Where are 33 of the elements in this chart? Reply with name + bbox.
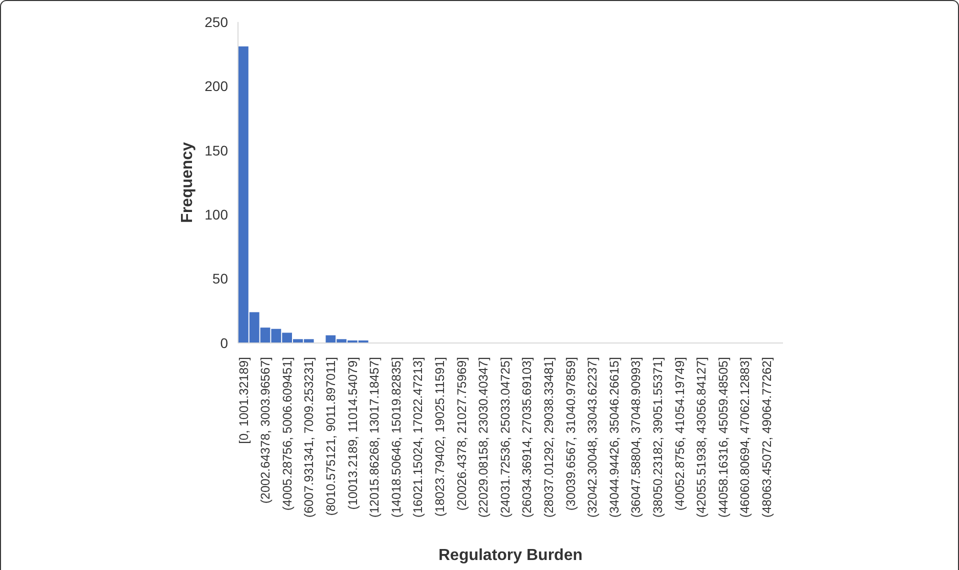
- x-tick-label: (38050.23182, 39051.55371]: [651, 357, 666, 518]
- y-tick-label: 250: [204, 14, 228, 30]
- x-tick-label: (30039.6567, 31040.97859]: [564, 357, 578, 511]
- y-tick-label: 50: [212, 270, 228, 287]
- x-tick-label: (34044.94426, 35046.26615]: [607, 357, 622, 518]
- x-tick-label: (48063.45072, 49064.77262]: [760, 357, 774, 518]
- x-tick-label: (36047.58804, 37048.90993]: [629, 357, 644, 518]
- x-tick-label: (26034.36914, 27035.69103]: [520, 357, 534, 518]
- x-tick-label: (18023.79402, 19025.11591]: [433, 357, 448, 517]
- x-tick-label: [0, 1001.32189]: [236, 357, 251, 444]
- x-tick-label: (28037.01292, 29038.33481]: [542, 357, 556, 518]
- x-tick-label: (14018.50646, 15019.82835]: [389, 357, 404, 518]
- x-tick-label: (46060.80694, 47062.12883]: [738, 357, 752, 518]
- x-tick-label: (10013.2189, 11014.54079]: [346, 357, 360, 510]
- x-tick-label: (2002.64378, 3003.96567]: [258, 357, 273, 504]
- x-tick-label: (40052.8756, 41054.19749]: [672, 357, 687, 511]
- x-tick-label: (12015.86268, 13017.18457]: [368, 357, 382, 518]
- y-tick-label: 0: [220, 334, 228, 351]
- x-tick-label: (24031.72536, 25033.04725]: [498, 357, 512, 518]
- y-tick-label: 100: [204, 206, 228, 222]
- x-tick-label: (20026.4378, 21027.75969]: [454, 357, 469, 511]
- y-tick-label: 200: [204, 78, 228, 94]
- x-tick-label: (22029.08158, 23030.40347]: [476, 357, 491, 518]
- y-axis-title: Frequency: [179, 142, 196, 223]
- x-axis-title: Regulatory Burden: [438, 547, 583, 564]
- x-tick-label: (44058.16316, 45059.48505]: [716, 357, 730, 518]
- x-tick-label: (32042.30048, 33043.62237]: [586, 357, 600, 518]
- x-tick-label: (6007.931341, 7009.253231]: [302, 357, 316, 518]
- x-tick-label: (4005.28756, 5006.609451]: [280, 357, 294, 511]
- y-tick-label: 150: [204, 142, 228, 158]
- x-tick-label: (42055.51938, 43056.84127]: [694, 357, 709, 518]
- x-tick-label: (16021.15024, 17022.47213]: [411, 357, 426, 518]
- x-tick-label: (8010.575121, 9011.897011]: [324, 357, 338, 516]
